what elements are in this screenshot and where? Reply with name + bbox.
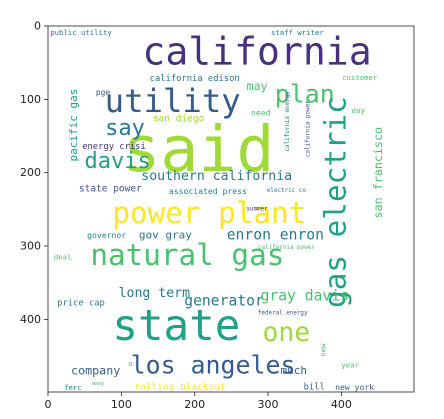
word-public-utility: public utility bbox=[50, 28, 112, 37]
word-u: u bbox=[128, 359, 132, 368]
word-associated-press: associated press bbox=[169, 186, 247, 196]
x-tick-label: 300 bbox=[258, 398, 279, 411]
y-tick-label: 300 bbox=[20, 240, 41, 253]
word-gov-gray: gov gray bbox=[139, 229, 192, 242]
word-pge: pge bbox=[96, 87, 111, 97]
x-tick-label: 200 bbox=[184, 398, 205, 411]
y-tick-label: 200 bbox=[20, 166, 41, 179]
word-say: say bbox=[105, 116, 145, 141]
x-tick-label: 0 bbox=[45, 398, 52, 411]
word-plan: plan bbox=[275, 80, 335, 109]
word-california-power: california power bbox=[258, 245, 315, 251]
word-said: said bbox=[122, 112, 274, 186]
word-many: many bbox=[92, 381, 104, 387]
word-need: need bbox=[251, 108, 271, 118]
word-davis: davis bbox=[85, 149, 151, 174]
word-much: much bbox=[280, 364, 307, 377]
word-deal: deal bbox=[54, 253, 72, 262]
word-company: company bbox=[71, 364, 120, 378]
word-utility: utility bbox=[105, 82, 241, 120]
word-gray-davis: gray davis bbox=[260, 287, 348, 304]
word-energy-crisi: energy crisi bbox=[82, 142, 146, 152]
word-governor: governor bbox=[87, 230, 126, 240]
y-tick-label: 0 bbox=[34, 20, 41, 33]
word-new-york: new york bbox=[335, 382, 374, 392]
word-pacific-gas: pacific gas bbox=[67, 89, 80, 162]
word-one: one bbox=[263, 317, 311, 348]
word-los-angeles: los angeles bbox=[131, 350, 296, 379]
word-southern-california: southern california bbox=[141, 169, 292, 184]
word-ferc: ferc bbox=[64, 383, 82, 392]
word-enron-enron: enron enron bbox=[227, 227, 324, 244]
word-price-cap: price cap bbox=[57, 298, 105, 308]
x-tick-label: 100 bbox=[111, 398, 132, 411]
y-tick-label: 100 bbox=[20, 93, 41, 106]
word-san-diego: san diego bbox=[153, 114, 205, 125]
word-california-energy: california energy bbox=[285, 91, 291, 152]
word-generator: generator bbox=[184, 293, 264, 310]
x-tick-label: 400 bbox=[331, 398, 352, 411]
y-tick-label: 400 bbox=[20, 313, 41, 326]
word-federal-energy: federal energy bbox=[258, 311, 308, 317]
word-long-term: long term bbox=[119, 286, 191, 301]
word-summer: summer bbox=[246, 206, 268, 212]
word-day: day bbox=[352, 106, 366, 115]
axes-frame bbox=[47, 25, 415, 393]
word-california: california bbox=[142, 30, 371, 74]
word-state-power: state power bbox=[79, 183, 142, 194]
word-california-power: california power bbox=[305, 100, 311, 157]
word-state: state bbox=[112, 302, 240, 351]
axis-ticks: 0 100 200 300 400 0 100 200 300 400 bbox=[20, 20, 352, 412]
word-bill: bill bbox=[304, 383, 325, 393]
word-electric-co: electric co bbox=[267, 188, 306, 194]
word-year: year bbox=[341, 360, 359, 369]
word-natural-gas: natural gas bbox=[90, 238, 284, 272]
word-california-edison: california edison bbox=[150, 74, 240, 84]
word-customer: customer bbox=[342, 73, 378, 82]
word-may: may bbox=[246, 79, 267, 93]
word-power-plant: power plant bbox=[112, 196, 306, 230]
word-gas-electric: gas electric bbox=[319, 96, 353, 308]
word-rolling-blackout: rolling blackout bbox=[134, 382, 226, 393]
word-san-francisco: san francisco bbox=[371, 127, 385, 218]
word-staff-writer: staff writer bbox=[271, 28, 324, 37]
word-new: new bbox=[319, 343, 328, 357]
